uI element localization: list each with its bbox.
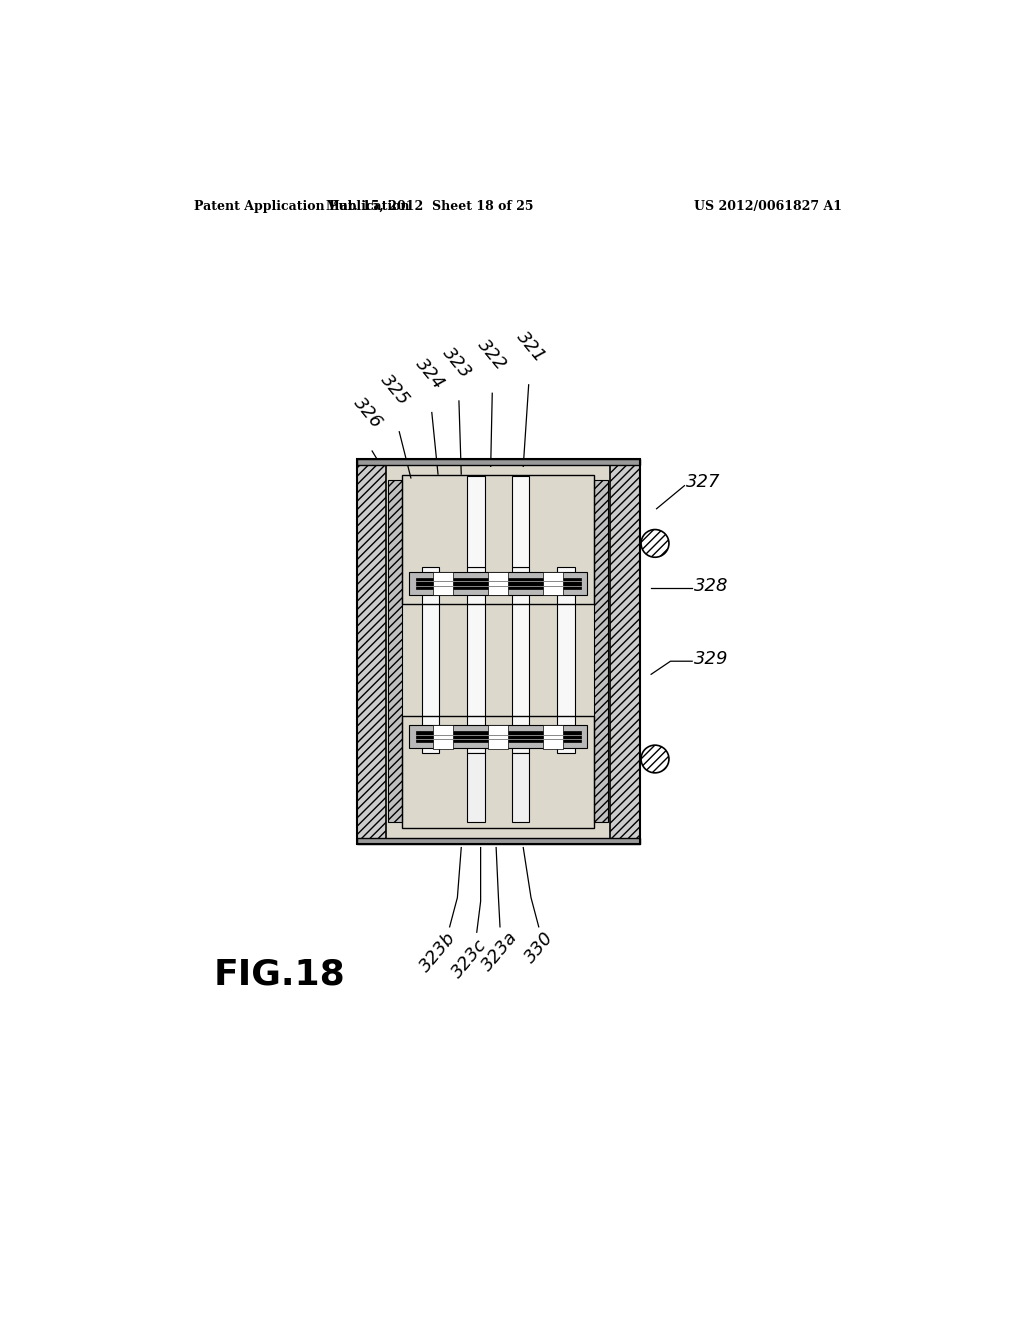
Bar [356,459,640,843]
Bar [543,725,563,748]
Bar [356,837,640,843]
Text: Mar. 15, 2012  Sheet 18 of 25: Mar. 15, 2012 Sheet 18 of 25 [327,199,534,213]
Text: 326: 326 [350,393,386,432]
Bar [402,475,594,605]
Bar [610,459,640,843]
Bar [512,477,528,568]
Bar [488,725,508,748]
Text: 323a: 323a [478,928,521,975]
Bar [402,715,594,828]
Text: 322: 322 [474,337,510,374]
Text: 330: 330 [521,928,557,966]
Text: 325: 325 [378,371,414,409]
Text: 324: 324 [413,355,449,393]
Bar [433,725,453,748]
Bar [356,459,640,465]
Text: 327: 327 [686,473,721,491]
Bar [388,480,402,822]
Bar [433,572,453,595]
Bar [410,572,587,595]
Bar [410,725,587,748]
Text: 329: 329 [693,649,728,668]
Bar [468,752,484,822]
Bar [543,572,563,595]
Bar [416,731,581,742]
Bar [356,459,386,843]
Text: 321: 321 [513,329,549,367]
Text: FIG.18: FIG.18 [213,957,345,991]
Circle shape [641,529,669,557]
Bar [488,572,508,595]
Text: 328: 328 [693,577,728,595]
Text: US 2012/0061827 A1: US 2012/0061827 A1 [693,199,842,213]
Bar [468,568,484,752]
Bar [386,465,610,838]
Text: Patent Application Publication: Patent Application Publication [194,199,410,213]
Bar [416,578,581,589]
Text: 323: 323 [439,343,475,381]
Bar [594,480,607,822]
Text: 323b: 323b [417,928,460,975]
Bar [422,568,438,752]
Bar [512,568,528,752]
Text: 323c: 323c [447,936,490,982]
Bar [557,568,574,752]
Circle shape [641,744,669,774]
Bar [468,477,484,568]
Bar [512,752,528,822]
